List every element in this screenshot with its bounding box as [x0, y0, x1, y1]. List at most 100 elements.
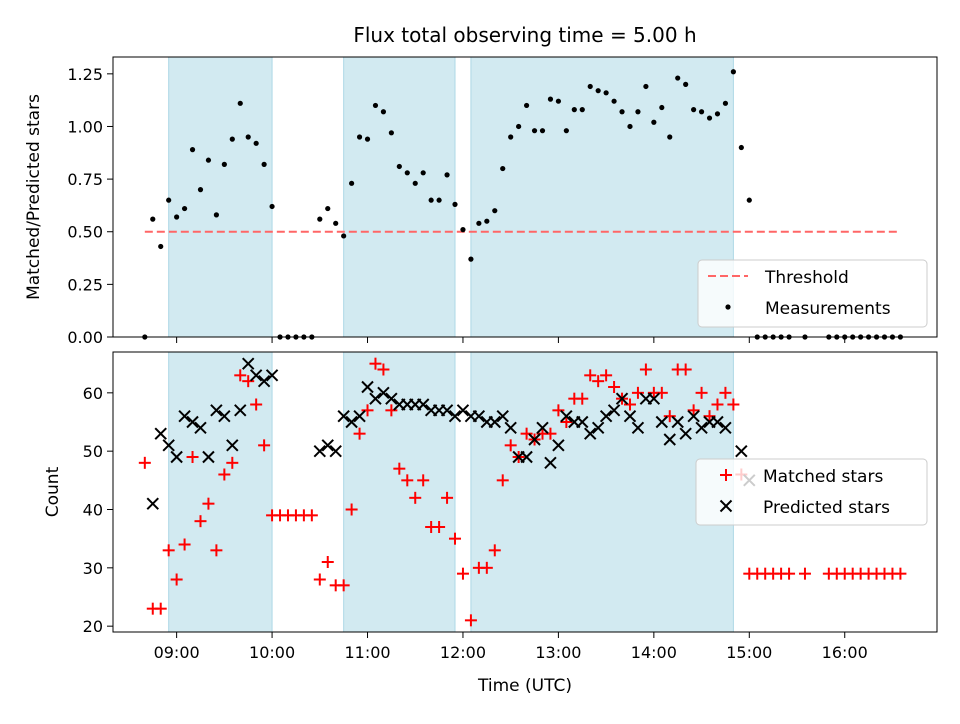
bottom-panel: 20 30 40 50 60 09:00 10:00 11:00 12:00 13:00 14:0…	[43, 351, 938, 696]
measurement-point	[444, 172, 450, 178]
measurement-point	[563, 128, 569, 134]
matched-star-marker	[361, 404, 374, 417]
x-tick-label: 15:00	[726, 643, 772, 662]
predicted-star-marker	[584, 427, 597, 440]
measurement-point	[158, 243, 164, 250]
matched-star-marker	[552, 404, 565, 417]
predicted-star-marker	[234, 404, 247, 417]
matched-star-marker	[560, 416, 573, 428]
measurement-point	[539, 128, 546, 134]
matched-star-marker	[409, 491, 422, 504]
matched-star-marker	[242, 375, 255, 388]
predicted-star-marker	[321, 439, 334, 452]
measurement-point	[651, 119, 657, 125]
matched-star-marker	[234, 369, 247, 382]
measurement-point	[738, 144, 744, 151]
measurement-point	[428, 197, 434, 203]
predicted-star-marker	[591, 421, 605, 435]
predicted-star-marker	[576, 415, 589, 429]
matched-star-marker	[250, 398, 263, 411]
legend-measurements-label: Measurements	[765, 299, 891, 319]
matched-star-marker	[695, 386, 708, 399]
measurement-point	[675, 75, 681, 81]
predicted-stars-points	[146, 357, 756, 510]
measurement-point	[714, 111, 721, 117]
measurement-point	[404, 170, 410, 176]
matched-star-marker	[456, 567, 469, 580]
matched-star-marker	[727, 398, 740, 411]
predicted-star-marker	[329, 444, 342, 458]
predicted-star-marker	[520, 450, 533, 464]
predicted-star-marker	[226, 439, 239, 452]
measurement-point	[333, 220, 339, 226]
matched-star-marker	[584, 369, 597, 382]
predicted-star-marker	[154, 427, 167, 440]
matched-star-marker	[544, 427, 557, 440]
matched-star-marker	[719, 386, 732, 399]
matched-star-marker	[433, 521, 446, 533]
measurement-point	[221, 161, 227, 167]
legend-predicted-swatch	[719, 499, 733, 513]
legend-predicted-label: Predicted stars	[763, 498, 890, 518]
bottom-observing-windows	[168, 351, 734, 633]
predicted-star-marker	[711, 415, 724, 429]
measurement-point	[611, 98, 617, 104]
predicted-star-marker	[544, 456, 557, 470]
predicted-star-marker	[210, 404, 223, 417]
y-tick-label: 20	[83, 617, 103, 636]
predicted-star-marker	[735, 444, 748, 458]
matched-star-marker	[663, 410, 676, 423]
measurement-point	[571, 107, 577, 113]
matched-star-marker	[449, 532, 462, 545]
measurement-point	[635, 109, 641, 115]
measurement-point	[181, 205, 188, 212]
matched-star-marker	[321, 556, 334, 568]
x-tick-label: 11:00	[344, 643, 390, 662]
measurement-point	[587, 83, 593, 90]
y-tick-label: 0.00	[67, 328, 103, 347]
top-observing-windows	[168, 56, 734, 338]
predicted-star-marker	[623, 409, 637, 423]
y-tick-label: 60	[83, 384, 103, 403]
predicted-star-marker	[536, 421, 549, 435]
measurement-point	[659, 104, 665, 111]
matched-star-marker	[162, 544, 175, 557]
matched-star-marker	[313, 573, 326, 586]
predicted-star-marker	[186, 415, 199, 429]
matched-star-marker	[488, 544, 501, 557]
matched-star-marker	[305, 509, 318, 522]
matched-star-marker	[226, 456, 239, 469]
predicted-star-marker	[265, 369, 279, 382]
top-panel: 0.00 0.25 0.50 0.75 1.00 1.25 Matched/Predict…	[24, 56, 938, 347]
measurement-point	[364, 136, 371, 142]
matched-star-marker	[703, 410, 716, 423]
measurement-point	[245, 134, 251, 140]
observing-window-band	[343, 351, 456, 633]
measurement-point	[269, 203, 275, 210]
x-tick-label: 12:00	[440, 643, 486, 662]
measurement-point	[698, 109, 705, 115]
matched-star-marker	[894, 567, 907, 580]
matched-star-marker	[401, 474, 414, 487]
measurement-point	[197, 187, 204, 193]
matched-star-marker	[385, 404, 398, 417]
matched-star-marker	[154, 602, 167, 615]
x-tick-label: 14:00	[631, 643, 677, 662]
matched-star-marker	[170, 573, 183, 586]
bottom-legend: Matched stars Predicted stars	[695, 458, 928, 526]
predicted-star-marker	[361, 380, 374, 394]
measurement-point	[229, 136, 235, 142]
x-tick-label: 10:00	[249, 643, 295, 662]
matched-star-marker	[138, 456, 151, 469]
observing-window-band	[470, 351, 734, 633]
measurement-point	[643, 83, 649, 90]
matched-star-marker	[711, 398, 724, 411]
measurement-point	[730, 69, 736, 75]
matched-star-marker	[504, 439, 517, 452]
predicted-star-marker	[679, 427, 692, 440]
measurement-point	[372, 102, 379, 109]
matched-star-marker	[480, 561, 493, 574]
predicted-star-marker	[456, 404, 470, 417]
predicted-star-marker	[504, 421, 517, 435]
measurement-point	[523, 102, 530, 109]
